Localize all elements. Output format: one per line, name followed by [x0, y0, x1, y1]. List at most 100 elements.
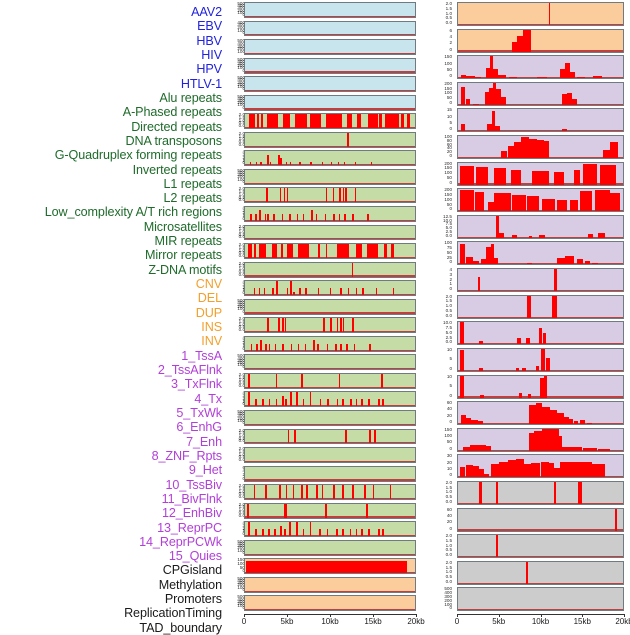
data-bar: [560, 69, 566, 79]
data-bar: [527, 295, 532, 318]
y-tick-label: 300: [237, 543, 245, 549]
y-tick-label: 100: [237, 584, 245, 590]
y-tick-label: 1.5: [238, 189, 245, 195]
data-bar: [460, 349, 464, 371]
data-bar: [471, 419, 478, 425]
y-tick-label: 200: [237, 63, 245, 69]
data-bar: [495, 481, 499, 504]
data-bar: [284, 318, 287, 333]
data-bar: [378, 399, 381, 407]
y-tick-label: 100: [237, 27, 245, 33]
data-bar: [591, 463, 605, 478]
data-bar: [321, 161, 323, 166]
data-bar: [466, 99, 471, 105]
track-plot-box: [244, 298, 416, 315]
data-bar: [268, 343, 271, 351]
row-label-dup: DUP: [195, 305, 222, 320]
track-left-14: 2.0 1.5 1.0 0.5 0.0: [225, 261, 420, 278]
plot-area: [458, 375, 623, 398]
row-label-mirror-repeats: Mirror repeats: [145, 248, 222, 263]
data-bar: [324, 213, 327, 221]
y-tick-label: 0: [449, 605, 452, 611]
baseline: [245, 535, 415, 537]
data-bar: [250, 213, 252, 221]
y-tick-label: 0.5: [238, 231, 245, 237]
data-bar: [290, 281, 292, 296]
track-right-14: 10 5 0: [432, 374, 628, 399]
y-tick-label: 100: [444, 196, 452, 202]
y-tick-label: 400: [237, 355, 245, 361]
y-tick-label: 200: [444, 80, 452, 86]
data-bar: [517, 36, 524, 52]
y-tick-label: 2.0: [445, 1, 452, 6]
y-tick-label: 2.0: [238, 483, 245, 489]
data-bar: [472, 103, 480, 105]
baseline: [245, 15, 415, 17]
data-bar: [523, 29, 532, 52]
data-bar: [495, 215, 500, 238]
data-bar: [341, 399, 344, 407]
data-bar: [474, 77, 482, 79]
data-bar: [583, 163, 597, 185]
data-bar: [250, 161, 252, 166]
data-bar: [286, 288, 288, 296]
data-bar: [299, 161, 301, 166]
data-bar: [336, 244, 349, 259]
data-bar: [532, 171, 549, 185]
row-label-mir-repeats: MIR repeats: [154, 234, 223, 249]
y-tick-label: 2.0: [238, 186, 245, 192]
y-axis-ticks: 500 400 300 200 100: [225, 38, 246, 55]
data-bar: [309, 522, 312, 537]
y-tick-label: 300: [237, 79, 245, 85]
y-tick-label: 100: [237, 83, 245, 89]
data-bar: [560, 462, 569, 478]
baseline: [458, 289, 623, 292]
y-tick-label: 10: [446, 466, 452, 472]
data-bar: [479, 341, 483, 345]
y-axis-ticks: 100 75 50 25 0: [432, 241, 453, 265]
y-tick-label: 1.5: [238, 485, 245, 491]
y-tick-label: 100: [237, 49, 245, 55]
data-bar: [264, 213, 267, 221]
data-bar: [497, 75, 506, 79]
data-bar: [355, 399, 358, 407]
data-bar: [354, 188, 357, 203]
data-bar: [263, 288, 266, 296]
row-label-del: DEL: [197, 291, 222, 306]
row-label-1-tssa: 1_TssA: [181, 348, 222, 363]
y-tick-label: 0.5: [445, 574, 452, 580]
track-left-24: 2.0 1.5 1.0 0.5 0.0: [225, 446, 420, 464]
plot-area: [458, 215, 623, 238]
data-bar: [262, 399, 264, 407]
data-bar: [318, 288, 320, 296]
data-bar: [289, 522, 291, 537]
data-bar: [368, 529, 370, 537]
row-label-2-tssaflnk: 2_TssAFlnk: [157, 363, 222, 377]
y-tick-label: 1.0: [238, 247, 245, 253]
data-bar: [279, 485, 281, 500]
y-tick-label: 1.5: [238, 319, 245, 324]
y-tick-label: 2.5: [445, 229, 452, 235]
data-bar: [466, 76, 475, 79]
y-axis-ticks: 2.0 1.5 1.0 0.5 0.0: [225, 224, 246, 241]
y-axis-ticks: 60 40 20 0: [432, 401, 453, 425]
track-right-20: 2.0 1.5 1.0 0.5 0.0: [432, 534, 628, 559]
baseline: [458, 130, 623, 132]
track-plot-box: [457, 401, 624, 426]
data-bar: [466, 417, 472, 425]
data-bar: [561, 446, 569, 451]
plot-area: [245, 503, 415, 518]
track-plot-box: [244, 558, 416, 575]
y-tick-label: 1.5: [445, 5, 452, 11]
y-tick-label: 0.5: [238, 194, 245, 200]
data-bar: [538, 327, 543, 345]
track-left-27: 2.0 1.5 1.0 0.5 0.0: [225, 502, 420, 519]
x-tick-notch: [244, 614, 245, 617]
data-bar: [609, 142, 619, 159]
data-bar: [292, 485, 295, 500]
